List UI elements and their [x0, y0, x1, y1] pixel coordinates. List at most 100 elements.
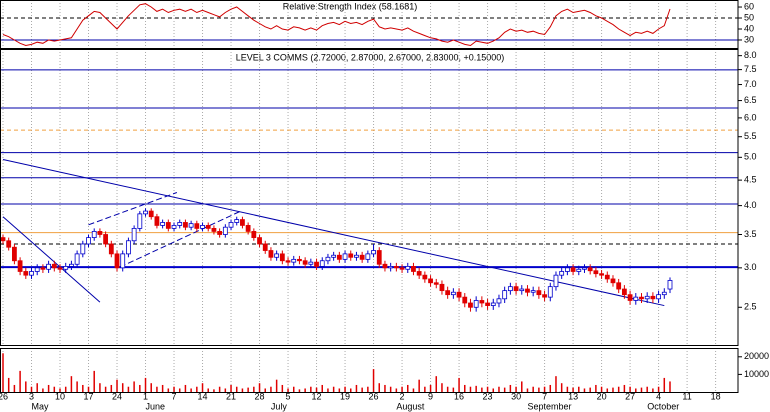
- candle-body: [371, 250, 376, 255]
- candle-body: [661, 291, 667, 296]
- price-title: LEVEL 3 COMMS (2.72000, 2.87000, 2.67000…: [236, 52, 505, 62]
- candle-body: [120, 253, 126, 269]
- volume-bar: [578, 386, 580, 392]
- x-tick-label: 9: [428, 391, 433, 401]
- y-tick-label: 3.5: [744, 229, 757, 239]
- x-tick-label: 4: [656, 391, 661, 401]
- candle-body: [376, 250, 382, 265]
- volume-bar: [623, 384, 626, 392]
- panel-border: [0, 49, 739, 346]
- trend-line: [88, 192, 178, 226]
- candle-body: [388, 266, 394, 269]
- candle-body: [103, 234, 109, 245]
- candle-body: [183, 222, 188, 228]
- volume-bar: [367, 386, 369, 392]
- volume-bar: [104, 386, 107, 392]
- candle-body: [308, 261, 314, 265]
- volume-bar: [475, 385, 477, 392]
- volume-bar: [161, 384, 164, 392]
- volume-bar: [13, 384, 16, 392]
- candle-body: [46, 263, 52, 270]
- x-tick-label: 21: [226, 391, 236, 401]
- candle-body: [462, 296, 468, 304]
- candle-body: [445, 290, 451, 296]
- volume-bar: [595, 384, 597, 392]
- rsi-title: Relative Strength Index (58.1681): [283, 1, 418, 11]
- volume-bar: [53, 386, 56, 392]
- volume-bar: [253, 386, 255, 392]
- volume-bar: [241, 388, 244, 392]
- volume-bar: [640, 387, 643, 392]
- candle-body: [564, 267, 570, 272]
- volume-bar: [184, 384, 187, 392]
- volume-bar: [99, 383, 101, 392]
- volume-bar: [321, 384, 323, 392]
- volume-bar: [304, 388, 306, 392]
- candle-body: [91, 231, 97, 239]
- volume-bar: [93, 370, 95, 392]
- volume-bar: [617, 386, 620, 392]
- x-tick-label: 18: [711, 391, 721, 401]
- volume-bar: [646, 386, 648, 392]
- candle-body: [593, 270, 599, 275]
- volume-bar: [663, 377, 666, 392]
- candle-body: [23, 271, 29, 276]
- volume-bar: [669, 381, 671, 392]
- candle-body: [496, 298, 502, 304]
- candle-body: [667, 280, 673, 290]
- volume-bar: [144, 377, 147, 392]
- candle-body: [530, 290, 536, 293]
- candle-body: [582, 267, 587, 270]
- volume-bar: [543, 386, 546, 392]
- candle-body: [599, 273, 604, 276]
- volume-bar: [127, 386, 130, 392]
- candle-body: [439, 283, 445, 292]
- month-label: June: [146, 401, 166, 411]
- volume-bar: [452, 387, 455, 392]
- candle-body: [450, 291, 456, 296]
- candle-body: [325, 256, 331, 262]
- volume-bar: [110, 384, 113, 392]
- volume-bar: [412, 388, 415, 392]
- candle-body: [348, 253, 354, 258]
- candle-body: [217, 231, 223, 235]
- volume-bar: [213, 389, 215, 392]
- y-tick-label: 7.0: [744, 79, 757, 89]
- volume-bar: [167, 388, 170, 392]
- candle-body: [331, 254, 337, 258]
- volume-bar: [7, 377, 10, 392]
- candle-body: [399, 267, 405, 270]
- candle-body: [428, 278, 433, 284]
- x-tick-label: 24: [112, 391, 122, 401]
- x-tick-label: 12: [312, 391, 322, 401]
- candle-body: [525, 288, 530, 293]
- candle-body: [34, 267, 40, 272]
- volume-bar: [389, 386, 392, 392]
- candle-body: [205, 225, 211, 229]
- candle-body: [587, 267, 593, 272]
- volume-bar: [19, 370, 21, 392]
- x-tick-label: 30: [511, 391, 521, 401]
- volume-bar: [82, 384, 84, 392]
- volume-bar: [612, 387, 614, 392]
- candle-body: [228, 222, 234, 228]
- volume-bar: [116, 379, 118, 392]
- volume-bar: [281, 384, 284, 392]
- candle-body: [63, 266, 69, 270]
- candle-body: [143, 210, 148, 215]
- volume-bar: [384, 384, 386, 392]
- volume-bar: [87, 386, 90, 392]
- volume-bar: [218, 386, 221, 392]
- x-tick-label: 10: [55, 391, 65, 401]
- candle-body: [74, 253, 80, 265]
- x-tick-label: 26: [0, 391, 8, 401]
- x-tick-label: 3: [29, 391, 34, 401]
- candle-body: [194, 223, 200, 229]
- x-tick-label: 7: [172, 391, 177, 401]
- volume-bar: [492, 388, 495, 392]
- y-tick-label: 50: [744, 12, 754, 22]
- volume-bar: [372, 369, 375, 392]
- candle-body: [257, 237, 262, 245]
- volume-bar: [349, 388, 352, 392]
